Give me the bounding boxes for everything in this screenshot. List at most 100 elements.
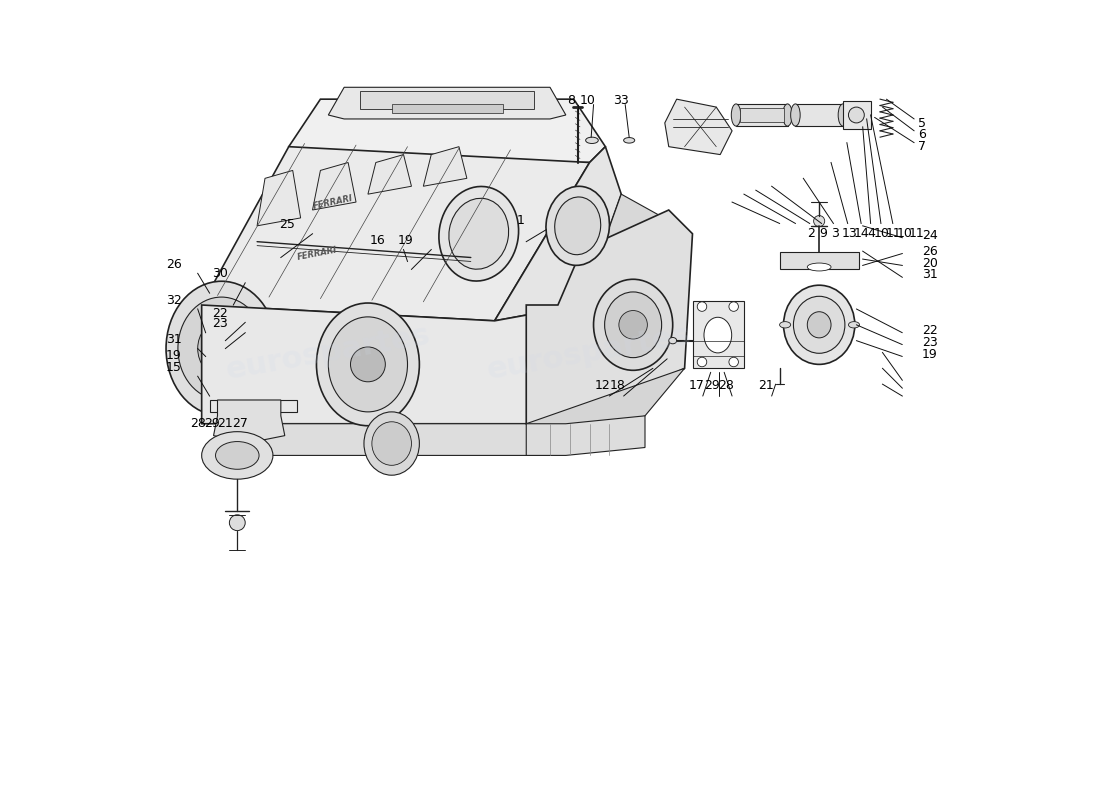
Text: 21: 21 (758, 379, 774, 392)
Text: 31: 31 (166, 333, 182, 346)
Text: 8: 8 (568, 94, 575, 107)
Ellipse shape (372, 422, 411, 466)
Text: 11: 11 (909, 227, 924, 241)
Ellipse shape (732, 104, 740, 126)
Ellipse shape (704, 318, 732, 353)
Text: 17: 17 (689, 379, 704, 392)
Text: 19: 19 (166, 349, 182, 362)
Text: 10: 10 (896, 227, 913, 241)
Ellipse shape (166, 282, 277, 416)
Text: eurospartes: eurospartes (485, 320, 694, 385)
Ellipse shape (439, 186, 518, 281)
Ellipse shape (605, 292, 661, 358)
Text: 14: 14 (854, 227, 869, 241)
Text: 1: 1 (517, 214, 525, 227)
Ellipse shape (793, 296, 845, 354)
Circle shape (210, 337, 233, 361)
Text: 28: 28 (718, 379, 735, 392)
Ellipse shape (201, 432, 273, 479)
Polygon shape (210, 400, 297, 412)
Polygon shape (312, 162, 356, 210)
Circle shape (729, 358, 738, 366)
Text: 22: 22 (212, 307, 228, 320)
Circle shape (697, 302, 706, 311)
Circle shape (814, 215, 825, 226)
Circle shape (351, 347, 385, 382)
Text: 19: 19 (397, 234, 412, 247)
Text: 24: 24 (922, 229, 938, 242)
Text: 2: 2 (807, 227, 815, 241)
Text: FERRARI: FERRARI (297, 246, 339, 262)
Polygon shape (201, 305, 684, 424)
Text: 16: 16 (370, 234, 385, 247)
Text: 29: 29 (704, 379, 720, 392)
Bar (392, 104, 503, 114)
Polygon shape (367, 154, 411, 194)
Ellipse shape (783, 104, 792, 126)
Ellipse shape (364, 412, 419, 475)
Bar (780, 252, 859, 270)
Text: 23: 23 (212, 318, 228, 330)
Text: 23: 23 (922, 336, 938, 349)
Ellipse shape (624, 138, 635, 143)
Polygon shape (495, 146, 621, 321)
Text: 26: 26 (166, 258, 182, 271)
Text: 26: 26 (922, 245, 938, 258)
Text: 25: 25 (279, 218, 295, 231)
Text: 19: 19 (922, 347, 938, 361)
Text: 20: 20 (922, 257, 938, 270)
Text: 7: 7 (918, 140, 926, 154)
Circle shape (729, 302, 738, 311)
Text: 21: 21 (218, 417, 233, 430)
Polygon shape (233, 424, 565, 455)
Text: 32: 32 (166, 294, 182, 306)
Ellipse shape (546, 186, 609, 266)
Text: 10: 10 (873, 227, 890, 241)
Text: 22: 22 (922, 324, 938, 337)
Bar (360, 91, 535, 109)
Text: 31: 31 (922, 269, 938, 282)
Ellipse shape (807, 312, 830, 338)
Text: 12: 12 (595, 379, 610, 392)
Bar (795, 104, 843, 126)
Text: 3: 3 (832, 227, 839, 241)
Ellipse shape (780, 322, 791, 328)
Polygon shape (257, 170, 300, 226)
Text: 15: 15 (166, 361, 182, 374)
Circle shape (230, 514, 245, 530)
Text: 29: 29 (205, 417, 220, 430)
Ellipse shape (791, 104, 800, 126)
Polygon shape (424, 146, 466, 186)
Text: 9: 9 (820, 227, 827, 241)
Ellipse shape (585, 137, 598, 143)
Text: eurospartes: eurospartes (223, 320, 432, 385)
Circle shape (619, 310, 648, 339)
Circle shape (697, 358, 706, 366)
Text: 4: 4 (868, 227, 876, 241)
Text: 11: 11 (886, 227, 902, 241)
Bar (740, 108, 783, 122)
Ellipse shape (216, 442, 260, 470)
Ellipse shape (198, 321, 245, 376)
Text: 5: 5 (918, 118, 926, 130)
Ellipse shape (449, 198, 508, 270)
Ellipse shape (328, 317, 407, 412)
Text: 13: 13 (842, 227, 857, 241)
Ellipse shape (554, 197, 601, 254)
Polygon shape (289, 99, 605, 162)
Text: 28: 28 (190, 417, 206, 430)
Text: 30: 30 (212, 267, 228, 281)
Ellipse shape (848, 322, 859, 328)
Polygon shape (664, 99, 733, 154)
Text: FERRARI: FERRARI (312, 194, 354, 210)
Polygon shape (526, 368, 684, 455)
Text: 10: 10 (580, 94, 595, 107)
Ellipse shape (838, 104, 848, 126)
Polygon shape (582, 194, 693, 345)
Polygon shape (328, 87, 565, 119)
Polygon shape (213, 400, 285, 439)
Polygon shape (201, 146, 590, 321)
Ellipse shape (594, 279, 673, 370)
Text: 6: 6 (918, 129, 926, 142)
Ellipse shape (669, 338, 676, 344)
